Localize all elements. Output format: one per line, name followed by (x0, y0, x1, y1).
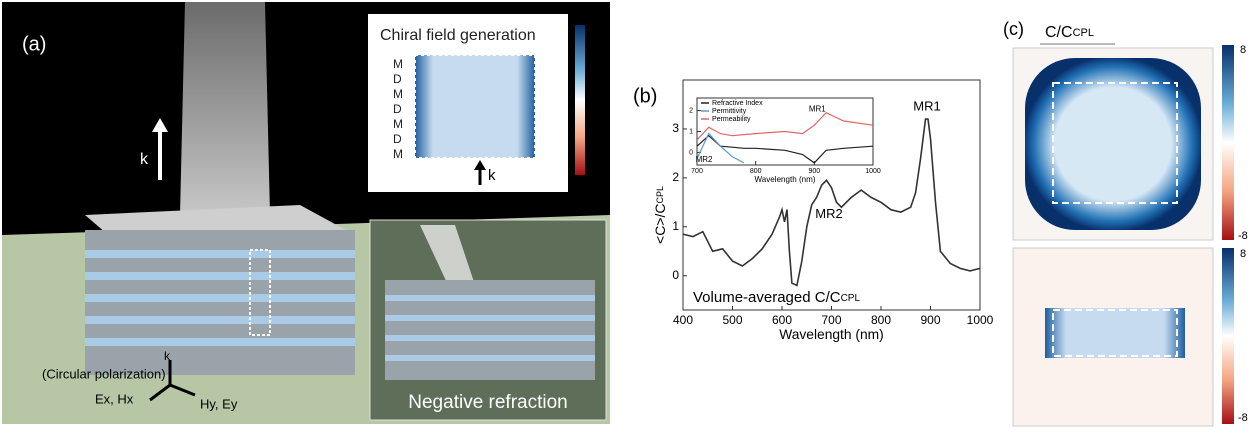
legend-label: Refractive Index (712, 100, 763, 107)
x-tick-label: 500 (722, 313, 742, 327)
inset-k-label: k (488, 167, 496, 184)
annotation: Volume-averaged C/CCPL (693, 289, 860, 306)
beam (180, 2, 270, 215)
x-tick-label: 400 (673, 313, 693, 327)
x-tick-label: 600 (772, 313, 792, 327)
stripes (85, 250, 355, 346)
line (697, 111, 873, 141)
colorbar (1222, 45, 1234, 240)
x-tick-label: 700 (821, 313, 841, 327)
y-tick-label: 2 (689, 107, 693, 114)
y-tick-label: 0 (689, 149, 693, 156)
y-tick-label: 1 (672, 219, 679, 233)
panel-label: (c) (1003, 19, 1024, 39)
colorbar-tick: -8 (1238, 412, 1248, 424)
legend-label: Permittivity (712, 108, 747, 115)
legend-label: Permeability (712, 116, 751, 123)
layer-label: M (393, 57, 403, 71)
label-sub: CPL (594, 103, 603, 119)
peak-label: MR2 (696, 155, 713, 164)
field-pattern (1045, 308, 1185, 358)
text-sub: CPL (841, 293, 861, 304)
colorbar-tick: 8 (1240, 44, 1246, 56)
y-axis-label: <C>/CCPL (652, 186, 668, 244)
h-label: Hy, Ey (200, 396, 238, 411)
label: <C>/C (652, 204, 668, 244)
text: Volume-averaged C/C (693, 289, 841, 306)
peak-label: MR1 (809, 105, 826, 114)
colorbar (575, 25, 585, 175)
line (682, 118, 981, 287)
panel-c: (c) C/CCPL 8 -8 8 -8 (1003, 19, 1248, 427)
k-arrowhead (152, 118, 168, 132)
x-tick-label: 1000 (865, 168, 881, 175)
plot-lines (682, 118, 981, 287)
colorbar (1222, 248, 1234, 424)
y-tick-label: 1 (689, 128, 693, 135)
peak-label: MR2 (815, 206, 842, 221)
inset-k-arrowhead (474, 160, 486, 170)
e-label: Ex, Hx (95, 391, 134, 406)
colorbar-tick: 8 (1240, 248, 1246, 260)
cell-outline (1052, 309, 1178, 357)
layer-label: M (393, 87, 403, 101)
colorbar-label: C/CCPL (592, 82, 606, 119)
colorbar-tick: -8 (1238, 230, 1248, 242)
panel-label: (b) (633, 85, 657, 107)
title-sub: CPL (1073, 27, 1094, 39)
x-tick-label: 800 (750, 168, 762, 175)
x-tick-label: 800 (871, 313, 891, 327)
colorbar-tick: -8 (590, 166, 600, 178)
unit-cell (249, 249, 271, 336)
polarization: (Circular polarization) (42, 366, 166, 381)
axes-glyph (149, 360, 196, 402)
x-tick-label: 900 (920, 313, 940, 327)
y-tick-label: 3 (672, 121, 679, 135)
panel-label: (a) (22, 33, 46, 55)
colorbar-tick: 8 (592, 24, 598, 36)
cell-outline (1052, 82, 1178, 204)
field-pattern (1025, 58, 1201, 230)
x-tick-label: 700 (691, 168, 703, 175)
layer-label: D (393, 132, 402, 146)
y-tick-label: 2 (672, 170, 679, 184)
peak-label: MR1 (913, 98, 940, 113)
refraction-title: Negative refraction (408, 392, 567, 413)
panel-b: 400 500 600 700 800 900 1000 0 1 2 3 Wavelength (nm… (652, 79, 994, 342)
panel-title: C/CCPL (1045, 24, 1094, 41)
layer-label: D (393, 102, 402, 116)
x-axis-label: Wavelength (nm) (755, 175, 816, 184)
label: C/C (592, 82, 606, 103)
layer-label: M (393, 147, 403, 161)
field-map (415, 55, 535, 158)
line (697, 132, 745, 164)
y-tick-label: 0 (672, 268, 679, 282)
k-label: k (140, 151, 149, 168)
plot-lines (697, 111, 873, 164)
x-axis-label: Wavelength (nm) (779, 327, 884, 342)
label-sub: CPL (655, 186, 665, 204)
layer-label: M (393, 117, 403, 131)
title: C/C (1045, 24, 1073, 41)
k-axis: k (164, 349, 171, 363)
cell-outline (414, 54, 536, 159)
x-tick-label: 900 (808, 168, 820, 175)
inset-title: Chiral field generation (380, 27, 536, 44)
layer-label: D (393, 72, 402, 86)
stripes (385, 295, 595, 361)
x-tick-label: 1000 (967, 313, 994, 327)
